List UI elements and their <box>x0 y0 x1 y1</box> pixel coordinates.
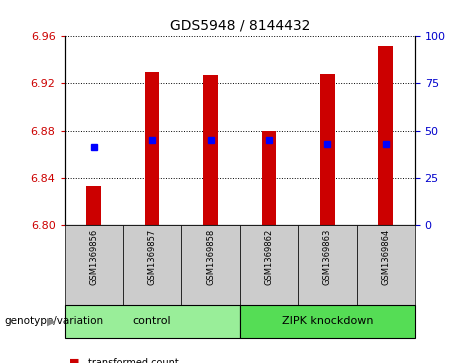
Text: GSM1369856: GSM1369856 <box>89 229 98 285</box>
Bar <box>378 46 393 225</box>
Bar <box>181 225 240 305</box>
Text: GSM1369862: GSM1369862 <box>265 229 273 285</box>
Text: transformed count: transformed count <box>88 358 178 363</box>
Bar <box>240 305 415 338</box>
Bar <box>298 225 356 305</box>
Text: GSM1369864: GSM1369864 <box>381 229 390 285</box>
Title: GDS5948 / 8144432: GDS5948 / 8144432 <box>170 19 310 32</box>
Bar <box>261 131 276 225</box>
Text: ZIPK knockdown: ZIPK knockdown <box>282 316 373 326</box>
Text: GSM1369857: GSM1369857 <box>148 229 157 285</box>
Text: genotype/variation: genotype/variation <box>5 316 104 326</box>
Text: ▶: ▶ <box>47 316 55 326</box>
Bar <box>356 225 415 305</box>
Bar <box>240 225 298 305</box>
Bar <box>65 305 240 338</box>
Bar <box>65 225 123 305</box>
Bar <box>145 72 160 225</box>
Text: control: control <box>133 316 171 326</box>
Bar <box>203 75 218 225</box>
Bar <box>320 74 335 225</box>
Text: GSM1369858: GSM1369858 <box>206 229 215 285</box>
Text: GSM1369863: GSM1369863 <box>323 229 332 285</box>
Bar <box>87 186 101 225</box>
Bar <box>123 225 181 305</box>
Text: ■: ■ <box>69 358 80 363</box>
